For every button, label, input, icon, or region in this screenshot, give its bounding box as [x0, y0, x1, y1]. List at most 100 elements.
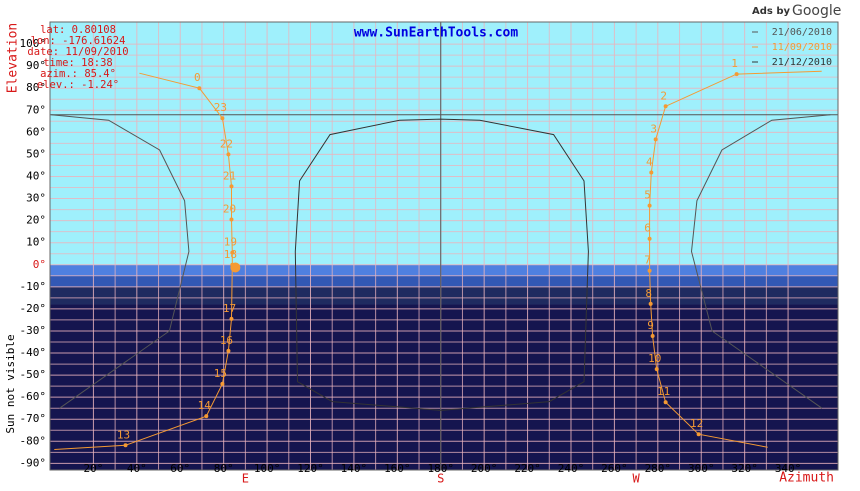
twilight-band — [50, 286, 838, 305]
chart-title[interactable]: www.SunEarthTools.com — [354, 26, 519, 41]
hour-label: 10 — [648, 352, 661, 365]
hour-label: 6 — [644, 222, 651, 235]
x-tick-label: 180° — [427, 462, 454, 475]
current-sun — [230, 262, 241, 273]
x-tick-label: 300° — [688, 462, 715, 475]
y-tick-label: 0° — [33, 258, 46, 271]
hour-point — [647, 236, 652, 241]
hour-label: 13 — [117, 428, 130, 441]
y-tick-label: -30° — [20, 324, 47, 337]
x-tick-label: 280° — [645, 462, 672, 475]
hour-label: 8 — [645, 287, 652, 300]
hour-point — [653, 137, 658, 142]
y-tick-label: 100° — [20, 37, 47, 50]
y-tick-label: -50° — [20, 368, 47, 381]
hour-point — [663, 104, 668, 109]
hour-point — [663, 400, 668, 405]
hour-label: 17 — [223, 302, 236, 315]
ads-brand[interactable]: Google — [792, 3, 841, 19]
twilight-band — [50, 304, 838, 470]
hour-label: 9 — [647, 319, 654, 332]
compass-label: W — [632, 472, 640, 486]
compass-label: S — [437, 472, 444, 486]
hour-point — [123, 443, 128, 448]
y-tick-label: 30° — [26, 192, 46, 205]
legend-entry: 11/09/2010 — [772, 42, 832, 53]
x-tick-label: 340° — [775, 462, 802, 475]
y-tick-label: 20° — [26, 214, 46, 227]
hour-point — [647, 268, 652, 273]
sun-path — [54, 70, 822, 450]
hour-point — [230, 250, 235, 255]
hour-label: 22 — [220, 137, 233, 150]
y-tick-label: -40° — [20, 346, 47, 359]
hour-label: 0 — [194, 71, 201, 84]
hour-label: 19 — [224, 236, 237, 249]
y-tick-label: -80° — [20, 434, 47, 447]
hour-point — [648, 301, 653, 306]
x-tick-label: 100° — [254, 462, 281, 475]
x-tick-label: 120° — [297, 462, 324, 475]
hour-label: 15 — [214, 367, 227, 380]
hour-label: 18 — [224, 248, 237, 261]
twilight-band — [50, 275, 838, 287]
x-tick-label: 40° — [127, 462, 147, 475]
x-tick-label: 200° — [471, 462, 498, 475]
hour-label: 23 — [214, 101, 227, 114]
hour-point — [220, 116, 225, 121]
hour-label: 1 — [731, 57, 738, 70]
x-tick-label: 140° — [341, 462, 368, 475]
y-tick-label: -60° — [20, 390, 47, 403]
x-axis-label: Azimuth — [779, 471, 834, 486]
y-tick-label: -20° — [20, 302, 47, 315]
x-tick-label: 220° — [514, 462, 541, 475]
y-tick-label: 50° — [26, 147, 46, 160]
y-tick-label: 70° — [26, 103, 46, 116]
y-tick-label: 90° — [26, 59, 46, 72]
hour-point — [226, 348, 231, 353]
y-axis-below-label: Sun not visible — [4, 334, 17, 433]
x-tick-label: 260° — [601, 462, 628, 475]
ads-prefix: Ads by — [752, 6, 790, 17]
hour-point — [654, 367, 659, 372]
info-line: time: 18:38 — [43, 57, 113, 69]
hour-point — [650, 334, 655, 339]
hour-label: 7 — [644, 254, 651, 267]
info-line: elev.: -1.24° — [37, 79, 119, 91]
sun-path — [51, 114, 831, 409]
y-tick-label: -70° — [20, 412, 47, 425]
y-tick-label: -10° — [20, 280, 47, 293]
hour-label: 21 — [223, 169, 236, 182]
x-tick-label: 320° — [731, 462, 758, 475]
twilight-band — [50, 264, 838, 276]
info-line: date: 11/09/2010 — [27, 46, 128, 58]
hour-point — [220, 381, 225, 386]
legend-entry: 21/12/2010 — [772, 57, 832, 68]
hour-label: 14 — [198, 399, 212, 412]
x-tick-label: 240° — [558, 462, 585, 475]
hour-label: 12 — [690, 417, 703, 430]
plot-border — [49, 21, 839, 471]
hour-point — [229, 316, 234, 321]
hour-label: 11 — [657, 385, 670, 398]
hour-label: 20 — [223, 203, 236, 216]
info-line: azim.: 85.4° — [40, 68, 116, 80]
hour-point — [649, 170, 654, 175]
hour-point — [197, 86, 202, 91]
info-line: lon: -176.61624 — [31, 35, 126, 47]
hour-point — [696, 432, 701, 437]
hour-point — [647, 203, 652, 208]
hour-label: 3 — [650, 122, 657, 135]
hour-label: 5 — [644, 189, 651, 202]
info-line: lat: 0.80108 — [40, 24, 116, 36]
hour-point — [204, 414, 209, 419]
y-tick-label: 60° — [26, 125, 46, 138]
x-tick-label: 80° — [214, 462, 234, 475]
y-axis-label: Elevation — [6, 23, 21, 93]
y-tick-label: 10° — [26, 236, 46, 249]
y-tick-label: -90° — [20, 456, 47, 469]
hour-point — [229, 184, 234, 189]
hour-label: 16 — [220, 334, 233, 347]
hour-point — [734, 72, 739, 77]
